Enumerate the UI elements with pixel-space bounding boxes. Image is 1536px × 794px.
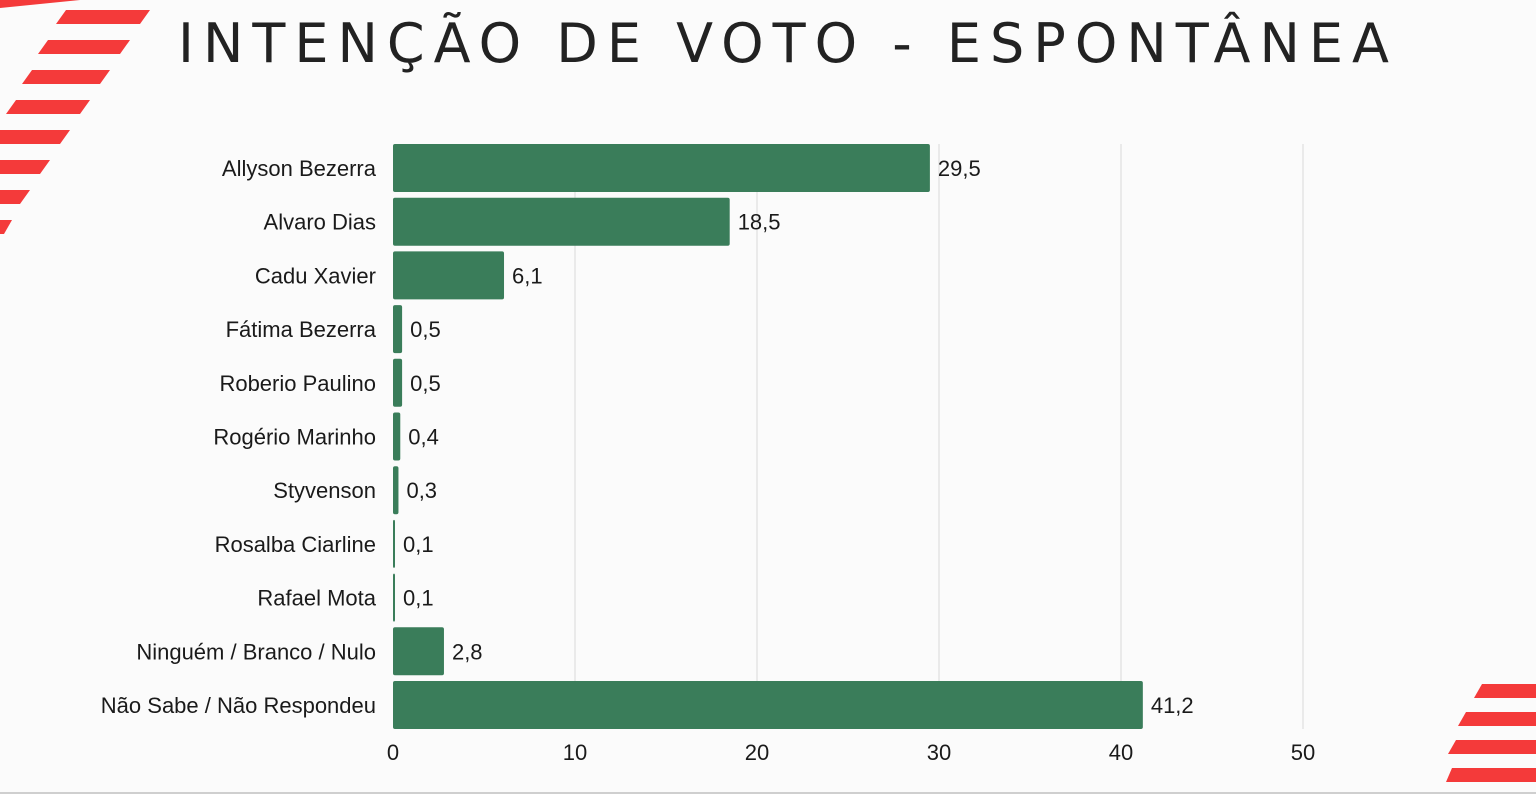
page-title: INTENÇÃO DE VOTO - ESPONTÂNEA: [178, 12, 1398, 75]
category-label: Roberio Paulino: [219, 371, 376, 396]
category-label: Rogério Marinho: [213, 425, 376, 450]
category-label: Fátima Bezerra: [226, 317, 377, 342]
category-label: Allyson Bezerra: [222, 156, 377, 181]
category-label: Não Sabe / Não Respondeu: [101, 693, 376, 718]
x-tick-label: 30: [927, 740, 951, 765]
data-label: 29,5: [938, 156, 981, 181]
bar: [393, 412, 401, 461]
bar: [393, 573, 395, 622]
data-label: 0,1: [403, 586, 434, 611]
x-tick-label: 10: [563, 740, 587, 765]
x-tick-label: 0: [387, 740, 399, 765]
data-label: 0,4: [408, 425, 439, 450]
bar: [393, 681, 1143, 729]
data-label: 0,5: [410, 317, 441, 342]
category-label: Cadu Xavier: [255, 263, 376, 288]
data-label: 18,5: [738, 210, 781, 235]
category-label: Ninguém / Branco / Nulo: [136, 639, 376, 664]
value-labels: 29,5 18,5 6,1 0,5 0,5 0,4 0,3 0,1 0,1 2,8 41,2: [403, 156, 1194, 718]
category-label: Rosalba Ciarline: [215, 532, 376, 557]
x-axis-ticks: 0 10 20 30 40 50: [387, 740, 1315, 765]
bars: [393, 144, 1143, 729]
x-tick-label: 20: [745, 740, 769, 765]
bar: [393, 144, 930, 192]
bar: [393, 627, 444, 676]
category-labels: Allyson Bezerra Alvaro Dias Cadu Xavier Fát…: [101, 156, 377, 718]
data-label: 0,1: [403, 532, 434, 557]
bar: [393, 519, 395, 568]
bottom-divider: [0, 792, 1536, 794]
data-label: 41,2: [1151, 693, 1194, 718]
data-label: 0,5: [410, 371, 441, 396]
category-label: Rafael Mota: [257, 586, 376, 611]
x-tick-label: 40: [1109, 740, 1133, 765]
category-label: Styvenson: [273, 478, 376, 503]
bar: [393, 466, 399, 515]
data-label: 2,8: [452, 639, 483, 664]
bar: [393, 305, 403, 354]
category-label: Alvaro Dias: [264, 210, 376, 235]
data-label: 6,1: [512, 263, 543, 288]
bar: [393, 197, 730, 246]
data-label: 0,3: [406, 478, 437, 503]
bar: [393, 251, 505, 300]
x-tick-label: 50: [1291, 740, 1315, 765]
bar: [393, 358, 403, 407]
